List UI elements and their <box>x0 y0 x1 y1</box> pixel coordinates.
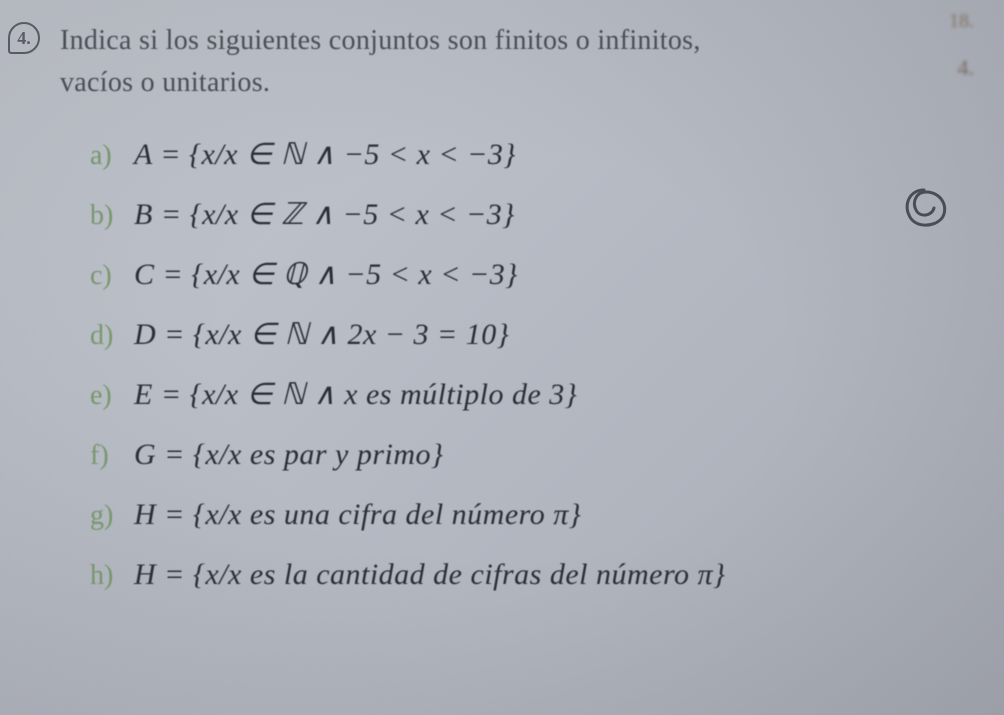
item-label-e: e) <box>90 376 134 415</box>
item-expression-h: H = {x/x es la cantidad de cifras del nú… <box>134 554 726 596</box>
item-label-g: g) <box>90 496 134 535</box>
list-item: d) D = {x/x ∈ ℕ ∧ 2x − 3 = 10} <box>90 314 964 356</box>
items-list: a) A = {x/x ∈ ℕ ∧ −5 < x < −3} b) B = {x… <box>60 134 964 596</box>
item-label-d: d) <box>90 316 134 355</box>
list-item: a) A = {x/x ∈ ℕ ∧ −5 < x < −3} <box>90 134 964 176</box>
exercise-prompt: Indica si los siguientes conjuntos son f… <box>60 20 964 104</box>
item-expression-c: C = {x/x ∈ ℚ ∧ −5 < x < −3} <box>134 254 518 296</box>
prompt-line-2: vacíos o unitarios. <box>60 62 964 104</box>
list-item: f) G = {x/x es par y primo} <box>90 434 964 476</box>
item-expression-g: H = {x/x es una cifra del número π} <box>134 494 581 536</box>
item-label-c: c) <box>90 256 134 295</box>
list-item: c) C = {x/x ∈ ℚ ∧ −5 < x < −3} <box>90 254 964 296</box>
item-label-b: b) <box>90 196 134 235</box>
item-label-h: h) <box>90 556 134 595</box>
item-label-a: a) <box>90 136 134 175</box>
item-expression-d: D = {x/x ∈ ℕ ∧ 2x − 3 = 10} <box>134 314 509 356</box>
list-item: e) E = {x/x ∈ ℕ ∧ x es múltiplo de 3} <box>90 374 964 416</box>
item-expression-b: B = {x/x ∈ ℤ ∧ −5 < x < −3} <box>134 194 515 236</box>
item-expression-a: A = {x/x ∈ ℕ ∧ −5 < x < −3} <box>134 134 516 176</box>
item-expression-e: E = {x/x ∈ ℕ ∧ x es múltiplo de 3} <box>134 374 577 416</box>
item-label-f: f) <box>90 436 134 475</box>
item-expression-f: G = {x/x es par y primo} <box>134 434 444 476</box>
list-item: b) B = {x/x ∈ ℤ ∧ −5 < x < −3} <box>90 194 964 236</box>
list-item: g) H = {x/x es una cifra del número π} <box>90 494 964 536</box>
prompt-line-1: Indica si los siguientes conjuntos son f… <box>60 20 964 62</box>
page-content: Indica si los siguientes conjuntos son f… <box>0 0 1004 634</box>
list-item: h) H = {x/x es la cantidad de cifras del… <box>90 554 964 596</box>
